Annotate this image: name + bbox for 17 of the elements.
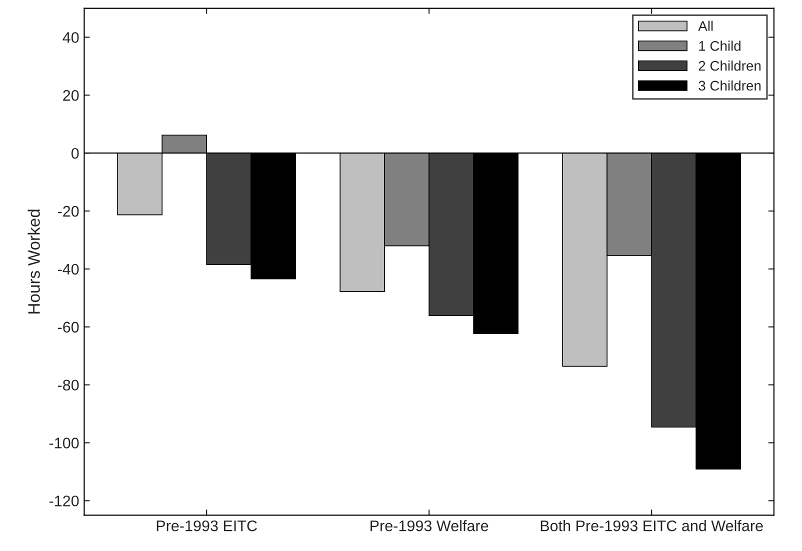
y-tick-label: -100	[49, 438, 79, 448]
y-tick-label: -80	[58, 380, 79, 391]
x-tick-label: Pre-1993 EITC	[156, 520, 257, 532]
y-tick-label: 0	[71, 148, 79, 159]
legend-label: 2 Children	[698, 60, 761, 71]
x-tick-label: Pre-1993 Welfare	[370, 520, 488, 532]
y-tick-label: 20	[63, 90, 79, 101]
y-tick-label: -60	[58, 322, 79, 333]
y-tick-label: 40	[62, 32, 79, 43]
y-tick-label: -20	[58, 206, 79, 217]
x-tick-label: Both Pre-1993 EITC and Welfare	[540, 520, 763, 532]
y-tick-label: -120	[49, 496, 79, 506]
legend-label: 1 Child	[699, 40, 740, 51]
y-tick-label: -40	[58, 264, 79, 275]
legend-label: 3 Children	[698, 80, 761, 91]
legend-label: All	[698, 20, 713, 31]
y-axis-title: Hours Worked	[28, 210, 40, 314]
